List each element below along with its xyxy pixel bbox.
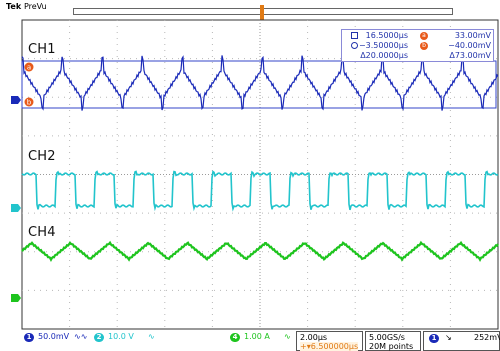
- cursor-a-badge[interactable]: a: [24, 62, 34, 72]
- brand-label: Tek PreVu: [6, 2, 47, 11]
- sample-rate: 5.00GS/s: [369, 333, 405, 342]
- ch4-waveform: [21, 240, 499, 263]
- trigger-source-icon: 1: [429, 334, 439, 343]
- cursor-a-volt: 33.00mV: [454, 31, 491, 40]
- record-length: 20M points: [369, 342, 414, 351]
- ch2-status-icon[interactable]: 2: [94, 333, 104, 342]
- brand-name: Tek: [6, 2, 22, 11]
- cursor-a-badge-icon: a: [420, 32, 428, 40]
- cursor-b-time: −3.50000µs: [358, 41, 408, 50]
- timebase-panel[interactable]: 2.00µs +▾6.500000µs: [296, 331, 363, 351]
- ch1-coupling: ∿∿: [74, 332, 88, 341]
- ch2-ground-marker[interactable]: [11, 204, 21, 212]
- ch1-scale[interactable]: 50.0mV: [38, 332, 70, 341]
- brand-mode: PreVu: [23, 2, 47, 11]
- acquisition-panel[interactable]: 5.00GS/s 20M points: [365, 331, 421, 351]
- ch2-coupling: ∿: [148, 332, 155, 341]
- ch1-waveform: [21, 54, 499, 111]
- cursor-b-badge-icon: b: [420, 42, 428, 50]
- ch4-label: CH4: [28, 225, 56, 240]
- cursor-row-a: 16.5000µs a 33.00mV: [342, 31, 495, 41]
- trigger-slope-icon: ↘: [445, 333, 452, 342]
- cursor-delta-volt: Δ73.00mV: [449, 51, 491, 60]
- ch4-ground-marker[interactable]: [11, 294, 21, 302]
- timebase-value: 2.00µs: [300, 333, 328, 342]
- status-bar: 1 50.0mV ∿∿ 2 10.0 V ∿ 4 1.00 A ∿ 2.00µs…: [0, 331, 500, 351]
- cursor-readout: 16.5000µs a 33.00mV −3.50000µs b −40.00m…: [341, 29, 494, 62]
- ch2-label: CH2: [28, 149, 56, 164]
- ch2-waveform: [21, 170, 499, 212]
- ch1-ground-marker[interactable]: [11, 96, 21, 104]
- circle-cursor-icon: [351, 42, 358, 49]
- vertical-scale-panel: 1 50.0mV ∿∿ 2 10.0 V ∿ 4 1.00 A ∿: [2, 331, 294, 351]
- top-bar: Tek PreVu: [0, 0, 500, 21]
- cursor-b-volt: −40.00mV: [448, 41, 491, 50]
- ch1-status-icon[interactable]: 1: [24, 333, 34, 342]
- svg-text:a: a: [27, 64, 31, 72]
- trigger-level: 252mV: [474, 333, 500, 342]
- ch4-coupling: ∿: [284, 332, 291, 341]
- cursor-row-delta: Δ20.0000µs Δ73.00mV: [342, 51, 495, 61]
- svg-text:b: b: [27, 99, 32, 107]
- ch4-status-icon[interactable]: 4: [230, 333, 240, 342]
- cursor-b-badge[interactable]: b: [24, 97, 34, 107]
- cursor-delta-time: Δ20.0000µs: [360, 51, 408, 60]
- delay-value: +▾6.500000µs: [300, 342, 359, 351]
- cursor-a-time: 16.5000µs: [365, 31, 408, 40]
- cursor-row-b: −3.50000µs b −40.00mV: [342, 41, 495, 51]
- square-cursor-icon: [351, 32, 358, 39]
- trigger-position-marker[interactable]: [260, 5, 264, 21]
- trigger-panel[interactable]: 1 ↘ 252mV: [423, 331, 500, 351]
- ch4-scale[interactable]: 1.00 A: [244, 332, 270, 341]
- ch2-scale[interactable]: 10.0 V: [108, 332, 134, 341]
- ch1-cursor-bounds: [21, 60, 497, 109]
- channel-ground-markers: [11, 96, 21, 302]
- ch1-label: CH1: [28, 42, 56, 57]
